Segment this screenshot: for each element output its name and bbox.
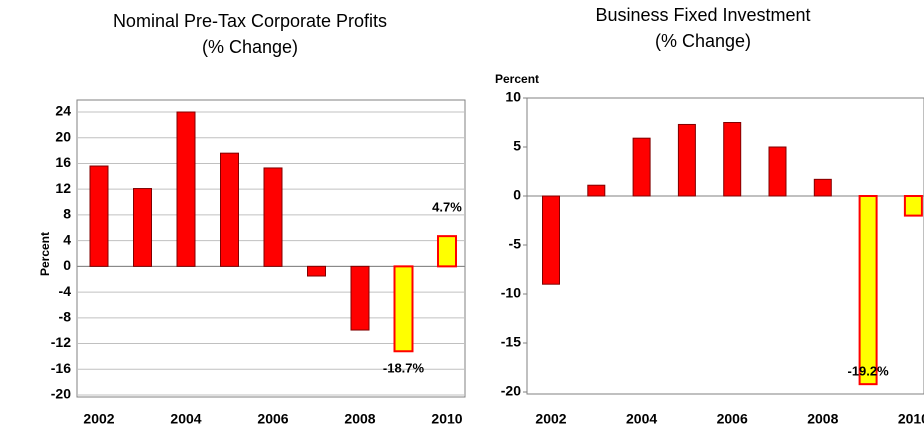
x-tick-label: 2002 — [535, 411, 566, 427]
bar — [350, 265, 370, 331]
bar — [220, 152, 239, 267]
chart-title: (% Change) — [202, 37, 298, 57]
x-tick-label: 2008 — [344, 411, 375, 427]
y-tick-label: 4 — [63, 231, 71, 247]
chart-title: (% Change) — [655, 31, 751, 51]
annotation: -18.7% — [383, 361, 425, 376]
y-tick-label: 0 — [63, 257, 71, 273]
y-tick-label: -15 — [501, 334, 521, 350]
bar — [813, 178, 832, 197]
bar — [858, 195, 878, 386]
bar — [89, 165, 109, 267]
data-label: -19.2% — [847, 364, 889, 379]
bar — [133, 188, 152, 267]
bar — [437, 235, 457, 268]
y-tick-label: -4 — [59, 283, 72, 299]
bar — [723, 122, 742, 197]
x-tick-label: 2006 — [717, 411, 748, 427]
bar — [768, 146, 787, 197]
y-tick-label: -12 — [51, 334, 71, 350]
plot-frame — [76, 99, 466, 398]
bar — [587, 184, 606, 197]
bar — [307, 265, 326, 277]
bar — [393, 265, 414, 353]
x-tick-label: 2002 — [83, 411, 114, 427]
x-tick-label: 2006 — [257, 411, 288, 427]
y-tick-label: -8 — [59, 309, 72, 325]
y-tick-label: -5 — [509, 236, 522, 252]
x-tick-label: 2008 — [807, 411, 838, 427]
bar — [542, 195, 560, 285]
y-tick-label: 5 — [513, 138, 521, 154]
bar — [263, 167, 283, 267]
chart-title: Nominal Pre-Tax Corporate Profits — [113, 11, 387, 31]
y-axis-label: Percent — [495, 72, 539, 86]
y-tick-label: 0 — [513, 187, 521, 203]
chart-title: Business Fixed Investment — [595, 5, 810, 25]
y-tick-label: 10 — [505, 89, 521, 105]
y-tick-label: 20 — [55, 128, 71, 144]
y-axis-label: Percent — [38, 232, 52, 276]
plot-frame — [526, 97, 924, 395]
y-tick-label: 24 — [55, 103, 71, 119]
y-tick-label: 12 — [55, 180, 71, 196]
x-tick-label: 2010 — [898, 411, 924, 427]
bar — [632, 137, 651, 197]
y-tick-label: -20 — [51, 386, 71, 402]
y-tick-label: -16 — [51, 360, 71, 376]
bar — [176, 111, 196, 267]
x-tick-label: 2004 — [170, 411, 201, 427]
x-tick-label: 2004 — [626, 411, 657, 427]
bar — [677, 123, 696, 197]
y-tick-label: -10 — [501, 285, 521, 301]
x-tick-label: 2010 — [431, 411, 462, 427]
y-tick-label: 8 — [63, 206, 71, 222]
y-tick-label: 16 — [55, 154, 71, 170]
bar — [903, 195, 923, 217]
y-tick-label: -20 — [501, 383, 521, 399]
data-label: 4.7% — [432, 200, 462, 215]
